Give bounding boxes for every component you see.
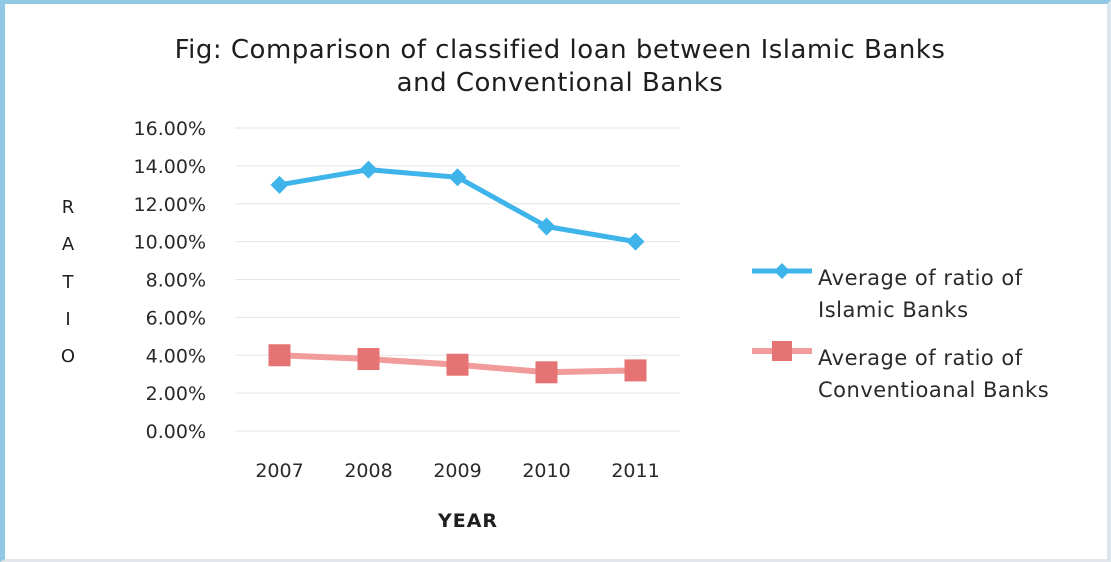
legend-label: Average of ratio of	[818, 346, 1023, 370]
y-tick-label: 10.00%	[134, 232, 206, 254]
chart-title: Fig: Comparison of classified loan betwe…	[175, 35, 946, 65]
chart-title-line2: and Conventional Banks	[397, 68, 724, 98]
y-axis-ticks: 0.00% 2.00% 4.00% 6.00% 8.00% 10.00% 12.00% 14.…	[134, 118, 206, 443]
legend: Average of ratio of Islamic Banks Average …	[752, 263, 1049, 402]
data-point-square	[446, 353, 469, 376]
x-tick-label: 2008	[344, 460, 392, 482]
y-tick-label: 6.00%	[146, 307, 206, 329]
y-tick-label: 2.00%	[146, 383, 206, 405]
data-point-diamond	[448, 168, 467, 187]
data-point-square	[357, 348, 380, 371]
y-axis-label-letter: O	[61, 346, 75, 367]
x-tick-label: 2007	[255, 460, 303, 482]
data-point-diamond	[626, 232, 645, 251]
y-tick-label: 0.00%	[146, 421, 206, 443]
data-point-square	[624, 359, 647, 382]
x-tick-label: 2009	[433, 460, 481, 482]
y-tick-label: 12.00%	[134, 194, 206, 216]
y-axis-label-letter: T	[62, 272, 75, 293]
x-axis-ticks: 2007 2008 2009 2010 2011	[255, 460, 659, 482]
legend-label: Conventioanal Banks	[818, 378, 1049, 402]
y-axis-label-letter: A	[62, 234, 75, 255]
y-tick-label: 4.00%	[146, 345, 206, 367]
y-tick-label: 14.00%	[134, 156, 206, 178]
grid-layer	[235, 127, 680, 432]
x-tick-label: 2010	[522, 460, 570, 482]
legend-marker-square	[772, 341, 792, 361]
data-point-square	[268, 344, 291, 367]
data-point-diamond	[359, 160, 378, 179]
data-point-diamond	[537, 217, 556, 236]
legend-label: Islamic Banks	[818, 298, 969, 322]
y-tick-label: 8.00%	[146, 270, 206, 292]
data-point-square	[535, 361, 558, 384]
legend-marker-diamond	[774, 263, 790, 279]
x-tick-label: 2011	[611, 460, 659, 482]
legend-label: Average of ratio of	[818, 266, 1023, 290]
y-axis-label-letter: R	[62, 197, 75, 218]
y-axis-label-letter: I	[65, 309, 70, 330]
y-tick-label: 16.00%	[134, 118, 206, 140]
series-layer	[268, 160, 647, 384]
x-axis-label: YEAR	[437, 510, 498, 532]
data-point-diamond	[270, 175, 289, 194]
